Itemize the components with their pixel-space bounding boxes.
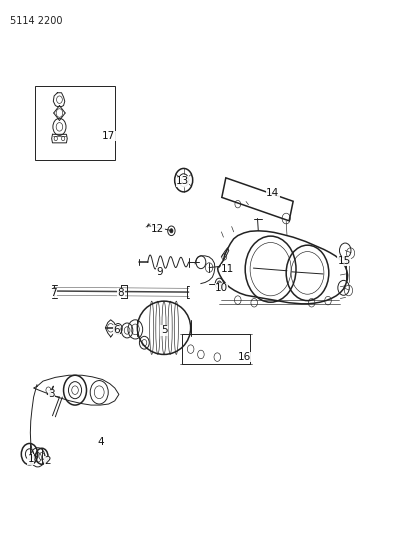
Text: 14: 14 (265, 188, 279, 198)
Text: 13: 13 (175, 176, 189, 186)
Text: 10: 10 (214, 283, 227, 293)
Bar (182, 334, 249, 364)
Text: 6: 6 (113, 326, 120, 335)
Text: 7: 7 (50, 288, 56, 298)
Text: 2: 2 (44, 456, 50, 466)
Text: 17: 17 (102, 131, 115, 141)
Text: 3: 3 (48, 390, 54, 399)
Text: 15: 15 (337, 256, 350, 266)
Text: 5: 5 (160, 326, 167, 335)
Text: 12: 12 (151, 224, 164, 234)
Text: 8: 8 (117, 288, 124, 298)
Text: 9: 9 (156, 267, 163, 277)
Text: 1: 1 (27, 455, 34, 464)
Text: 11: 11 (220, 264, 234, 274)
Circle shape (217, 281, 221, 286)
Circle shape (169, 229, 173, 233)
Bar (35, 86, 115, 160)
Text: 16: 16 (237, 352, 250, 362)
Text: 5114 2200: 5114 2200 (10, 16, 63, 26)
Text: 4: 4 (97, 438, 103, 447)
